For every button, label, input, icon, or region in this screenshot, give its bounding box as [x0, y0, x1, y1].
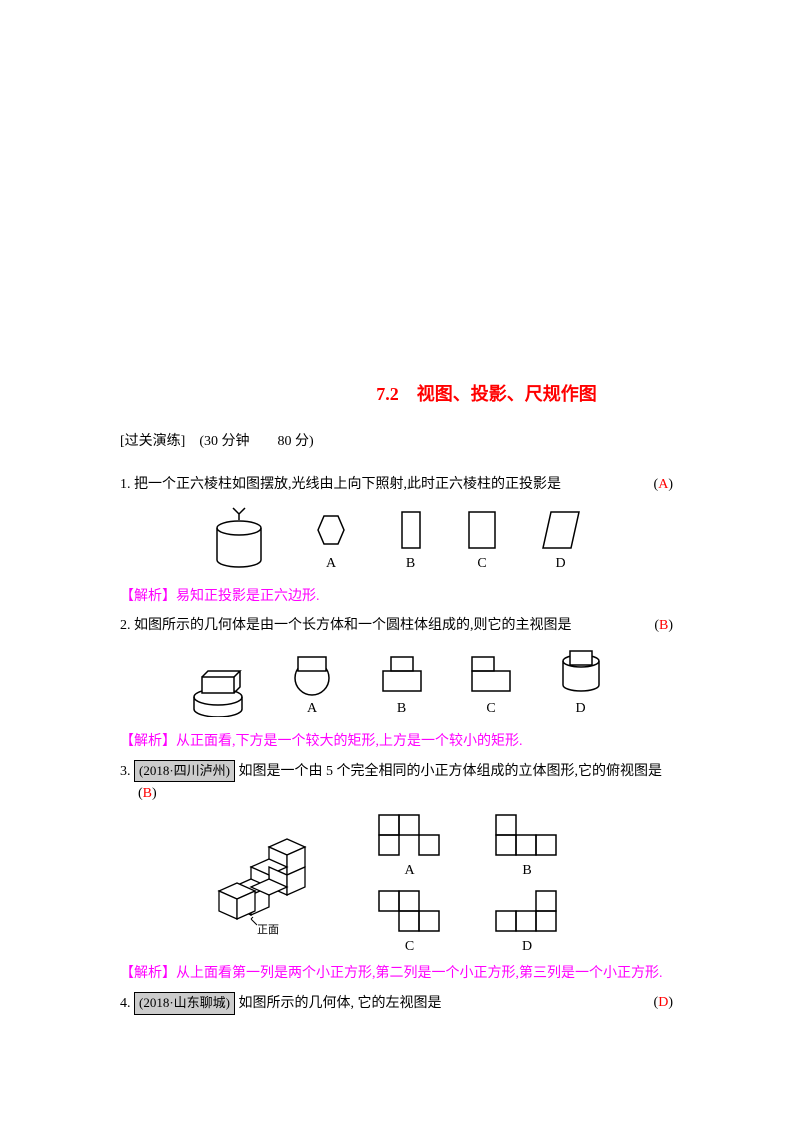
q3-label-c: C	[377, 939, 443, 955]
q1-option-c: C	[465, 508, 499, 572]
page-content: 7.2 视图、投影、尺规作图 [过关演练] (30 分钟 80 分) 1. 把一…	[0, 0, 793, 1063]
question-3: 3. (2018·四川泸州) 如图是一个由 5 个完全相同的小正方体组成的立体图…	[120, 760, 673, 806]
q2-analysis: 【解析】从正面看,下方是一个较大的矩形,上方是一个较小的矩形.	[120, 731, 673, 753]
q2-text: 2. 如图所示的几何体是由一个长方体和一个圆柱体组成的,则它的主视图是	[120, 618, 572, 633]
q4-text: 如图所示的几何体, 它的左视图是	[239, 996, 442, 1011]
q1-answer-wrap: (A)	[654, 474, 673, 496]
q4-prefix: 4.	[120, 996, 131, 1011]
q2-answer: B	[659, 618, 668, 633]
exercise-info: [过关演练] (30 分钟 80 分)	[120, 430, 673, 450]
q1-answer: A	[658, 477, 668, 492]
question-2: 2. 如图所示的几何体是由一个长方体和一个圆柱体组成的,则它的主视图是 (B)	[120, 615, 673, 637]
q2-option-a: A	[287, 651, 337, 717]
q3-tag: (2018·四川泸州)	[134, 760, 235, 783]
paren-close: )	[668, 995, 673, 1010]
paren-close: )	[668, 477, 673, 492]
q2-option-c: C	[466, 651, 516, 717]
q1-option-d: D	[539, 508, 583, 572]
q1-label-a: A	[306, 556, 356, 572]
q3-label-b: B	[494, 863, 560, 879]
q2-label-d: D	[556, 701, 606, 717]
q1-text: 1. 把一个正六棱柱如图摆放,光线由上向下照射,此时正六棱柱的正投影是	[120, 477, 561, 492]
q2-solid-figure	[188, 667, 248, 717]
q3-answer: B	[143, 786, 152, 801]
q2-option-d: D	[556, 647, 606, 717]
q2-diagrams: A B C D	[120, 647, 673, 717]
q2-label-b: B	[377, 701, 427, 717]
q4-answer-wrap: (D)	[654, 992, 673, 1014]
q3-solid-figure: 正面	[209, 829, 319, 939]
q3-diagrams: 正面 A	[120, 813, 673, 955]
question-4: 4. (2018·山东聊城) 如图所示的几何体, 它的左视图是 (D)	[120, 992, 673, 1015]
q1-option-a: A	[306, 508, 356, 572]
q2-answer-wrap: (B)	[654, 615, 673, 637]
q1-analysis: 【解析】易知正投影是正六边形.	[120, 586, 673, 608]
q1-prism-figure	[211, 506, 267, 572]
q3-label-a: A	[377, 863, 443, 879]
q3-text: 如图是一个由 5 个完全相同的小正方体组成的立体图形,它的俯视图是	[239, 764, 663, 779]
q2-label-a: A	[287, 701, 337, 717]
q2-label-c: C	[466, 701, 516, 717]
q3-option-c: C	[377, 889, 443, 955]
q1-option-b: B	[396, 508, 426, 572]
q3-option-a: A	[377, 813, 443, 879]
q3-answer-line: (B)	[120, 783, 673, 805]
q3-label-d: D	[494, 939, 560, 955]
q3-analysis: 【解析】从上面看第一列是两个小正方形,第二列是一个小正方形,第三列是一个小正方形…	[120, 963, 673, 985]
q4-answer: D	[658, 995, 668, 1010]
q1-label-d: D	[539, 556, 583, 572]
q1-label-c: C	[465, 556, 499, 572]
q1-label-b: B	[396, 556, 426, 572]
front-label-text: 正面	[257, 924, 279, 936]
q3-prefix: 3.	[120, 764, 131, 779]
paren-close: )	[152, 786, 157, 801]
section-title: 7.2 视图、投影、尺规作图	[120, 380, 673, 406]
q3-options: A B	[353, 813, 585, 955]
question-1: 1. 把一个正六棱柱如图摆放,光线由上向下照射,此时正六棱柱的正投影是 (A)	[120, 474, 673, 496]
q1-diagrams: A B C D	[120, 506, 673, 572]
paren-close: )	[668, 618, 673, 633]
q4-tag: (2018·山东聊城)	[134, 992, 235, 1015]
q3-option-b: B	[494, 813, 560, 879]
q3-option-d: D	[494, 889, 560, 955]
q2-option-b: B	[377, 651, 427, 717]
